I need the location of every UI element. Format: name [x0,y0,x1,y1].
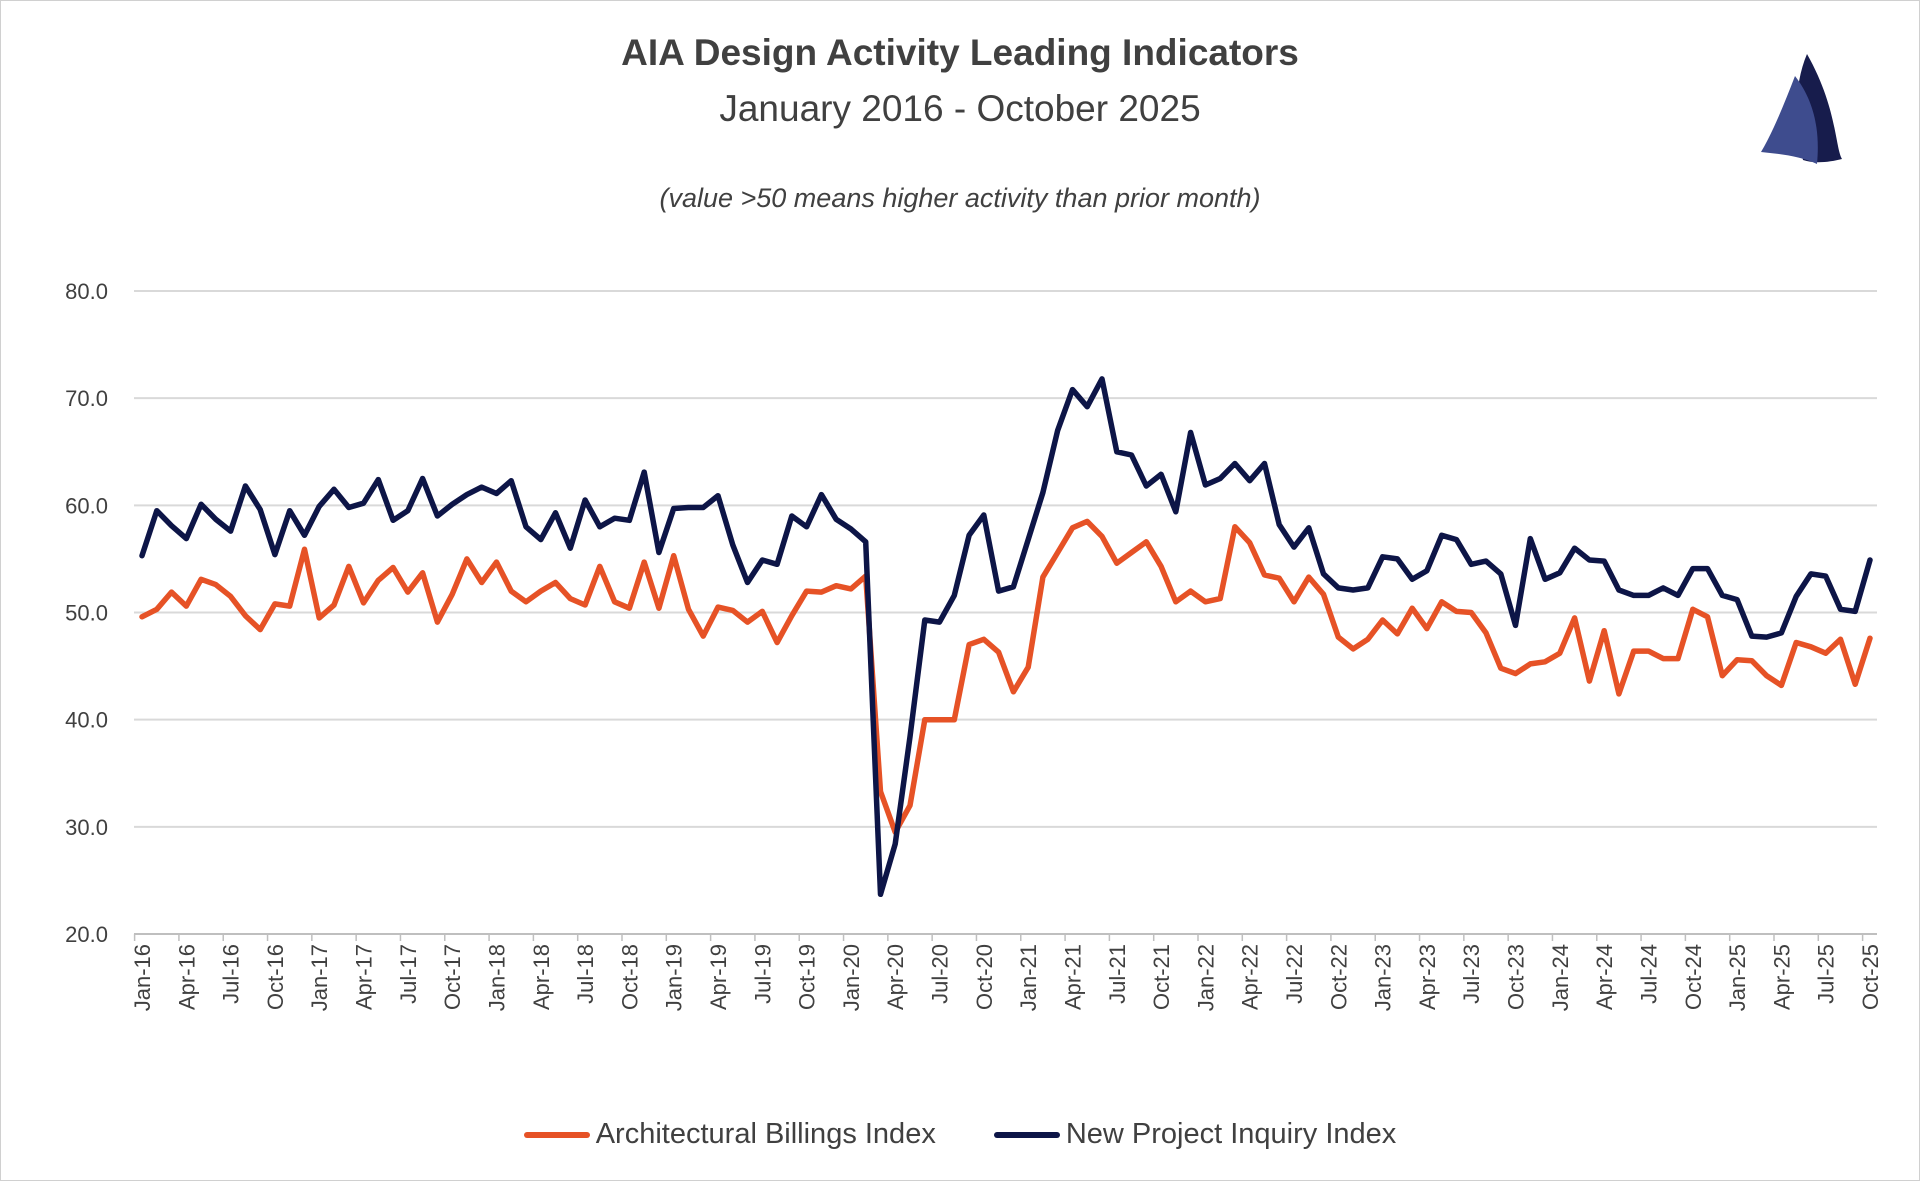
legend: Architectural Billings Index New Project… [0,1118,1920,1151]
x-tick-label: Jul-25 [1814,944,1839,1004]
x-tick-label: Apr-25 [1769,944,1794,1010]
legend-item-npii: New Project Inquiry Index [993,1118,1397,1151]
x-tick-label: Jan-21 [1016,944,1041,1011]
legend-label-npii: New Project Inquiry Index [1065,1118,1397,1150]
x-tick-label: Jul-20 [928,944,953,1004]
x-tick-label: Apr-19 [706,944,731,1010]
x-tick-label: Jan-19 [662,944,687,1011]
x-tick-label: Jan-24 [1548,944,1573,1011]
x-tick-label: Apr-16 [174,944,199,1010]
legend-item-abi: Architectural Billings Index [523,1118,936,1151]
x-tick-label: Jan-25 [1725,944,1750,1011]
x-tick-label: Jul-19 [750,944,775,1004]
y-tick-label: 20.0 [65,922,108,947]
x-tick-label: Jul-16 [219,944,244,1004]
x-tick-label: Jul-18 [573,944,598,1004]
x-tick-label: Jul-17 [396,944,421,1004]
x-tick-label: Oct-24 [1681,944,1706,1010]
y-tick-label: 30.0 [65,815,108,840]
x-tick-label: Apr-22 [1238,944,1263,1010]
x-tick-label: Oct-23 [1504,944,1529,1010]
x-tick-label: Apr-21 [1060,944,1085,1010]
y-tick-label: 40.0 [65,708,108,733]
x-tick-label: Jul-23 [1459,944,1484,1004]
legend-swatch-npii [993,1131,1060,1138]
x-tick-label: Jul-22 [1282,944,1307,1004]
x-tick-label: Oct-22 [1326,944,1351,1010]
x-tick-label: Oct-20 [972,944,997,1010]
legend-swatch-abi [523,1131,590,1138]
x-tick-label: Jan-18 [484,944,509,1011]
logo-sail-light [1761,76,1818,164]
x-tick-label: Apr-20 [883,944,908,1010]
y-tick-label: 70.0 [65,386,108,411]
series-line-npii [139,376,1873,898]
x-tick-label: Jan-22 [1193,944,1218,1011]
sailboat-sails-icon [1761,54,1842,164]
x-tick-label: Jul-24 [1636,944,1661,1004]
x-tick-label: Apr-24 [1592,944,1617,1010]
x-tick-label: Oct-21 [1149,944,1174,1010]
x-tick-label: Apr-23 [1415,944,1440,1010]
chart-annotation: (value >50 means higher activity than pr… [659,183,1261,213]
x-tick-label: Oct-17 [440,944,465,1010]
chart-title: AIA Design Activity Leading Indicators [621,32,1299,73]
x-tick-label: Apr-18 [529,944,554,1010]
chart-subtitle: January 2016 - October 2025 [719,88,1201,129]
x-tick-label: Jan-20 [839,944,864,1011]
x-tick-label: Jan-23 [1371,944,1396,1011]
legend-label-abi: Architectural Billings Index [595,1118,936,1150]
x-tick-label: Oct-16 [263,944,288,1010]
x-tick-label: Apr-17 [352,944,377,1010]
series-line-abi [139,518,1873,835]
x-tick-label: Jan-17 [307,944,332,1011]
x-tick-label: Jan-16 [130,944,155,1011]
x-tick-label: Oct-25 [1858,944,1883,1010]
x-tick-label: Jul-21 [1105,944,1130,1004]
y-tick-label: 80.0 [65,279,108,304]
x-tick-label: Oct-19 [795,944,820,1010]
x-tick-label: Oct-18 [617,944,642,1010]
y-tick-label: 50.0 [65,601,108,626]
y-tick-label: 60.0 [65,493,108,518]
